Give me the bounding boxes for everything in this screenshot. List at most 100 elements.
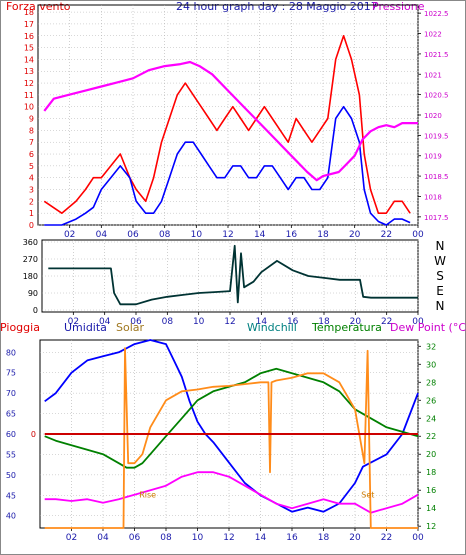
y-left-tick-label: 5 xyxy=(29,162,34,171)
x-tick-label: 10 xyxy=(193,317,205,327)
y-right-tick-label: 1021.5 xyxy=(424,51,449,59)
y-left-tick-label: 50 xyxy=(6,471,16,480)
x-tick-label: 16 xyxy=(287,317,299,327)
solar-label: Solar xyxy=(116,321,145,334)
y-left-tick-label: 4 xyxy=(29,174,34,183)
y-right-tick-label: 24 xyxy=(426,414,436,423)
dewpoint-label: Dew Point (°C) xyxy=(390,321,466,334)
y-left-tick-label: 0 xyxy=(29,221,34,230)
y-left-tick-label: 13 xyxy=(24,67,34,76)
y-right-tick-label: 20 xyxy=(426,450,436,459)
series-line xyxy=(44,105,411,226)
y-right-tick-label: 1021 xyxy=(424,71,442,79)
rain-label: Pioggia xyxy=(0,321,40,334)
y-right-tick-label: 1017.5 xyxy=(424,214,449,222)
y-right-tick-label: 1020 xyxy=(424,112,442,120)
x-tick-label: 12 xyxy=(223,533,234,543)
y-tick-label: 90 xyxy=(28,289,38,298)
pressure-label: Pressione xyxy=(372,0,425,13)
y-left-tick-label: 80 xyxy=(6,348,16,357)
series-line xyxy=(44,367,419,469)
compass-label: S xyxy=(436,269,444,283)
x-tick-label: 18 xyxy=(318,317,330,327)
y-right-tick-label: 28 xyxy=(426,378,436,387)
chart-title: 24 hour graph day : 28 Maggio 2017 xyxy=(176,0,378,13)
x-tick-label: 08 xyxy=(159,230,171,240)
series-line xyxy=(48,244,418,306)
x-tick-label: 04 xyxy=(99,317,111,327)
x-tick-label: 16 xyxy=(286,533,298,543)
y-left-tick-label: 16 xyxy=(24,32,34,41)
x-tick-label: 18 xyxy=(317,230,329,240)
y-left-tick-label: 3 xyxy=(29,186,34,195)
compass-label: N xyxy=(436,239,445,253)
x-tick-label: 02 xyxy=(66,533,77,543)
y-left-tick-label: 10 xyxy=(24,103,34,112)
x-tick-label: 20 xyxy=(350,317,362,327)
x-tick-label: 00 xyxy=(412,533,424,543)
x-tick-label: 00 xyxy=(412,230,424,240)
y-left-tick-label: 15 xyxy=(24,44,34,53)
x-tick-label: 10 xyxy=(191,230,203,240)
x-tick-label: 04 xyxy=(96,230,108,240)
x-tick-label: 14 xyxy=(254,230,266,240)
sunrise-annotation: Rise xyxy=(139,490,156,499)
windchill-label: Windchill xyxy=(247,321,297,334)
y-left-tick-label: 65 xyxy=(6,410,16,419)
x-tick-label: 20 xyxy=(349,230,361,240)
y-right-tick-label: 1022.5 xyxy=(424,10,449,18)
y-left-tick-label: 7 xyxy=(29,138,34,147)
y-right-tick-label: 1019 xyxy=(424,153,442,161)
y-left-tick-label: 45 xyxy=(6,491,16,500)
y-left-tick-label: 6 xyxy=(29,150,34,159)
y-left-tick-label: 60 xyxy=(6,430,16,439)
y-right-tick-label: 32 xyxy=(426,342,436,351)
y-left-tick-label: 8 xyxy=(29,126,34,135)
y-tick-label: 180 xyxy=(23,272,38,281)
y-left-tick-label: 75 xyxy=(6,369,16,378)
x-tick-label: 22 xyxy=(381,317,392,327)
y-left-tick-label: 14 xyxy=(24,55,34,64)
x-tick-label: 14 xyxy=(256,317,268,327)
y-left-tick-label: 11 xyxy=(24,91,34,100)
y-right-tick-label: 14 xyxy=(426,504,436,513)
y-left-tick-label: 2 xyxy=(29,197,34,206)
compass-label: E xyxy=(436,284,444,298)
x-tick-label: 06 xyxy=(129,533,141,543)
x-tick-label: 02 xyxy=(64,230,75,240)
x-tick-label: 10 xyxy=(192,533,204,543)
x-tick-label: 02 xyxy=(68,317,79,327)
x-tick-label: 16 xyxy=(286,230,298,240)
y-right-tick-label: 12 xyxy=(426,522,436,531)
compass-label: W xyxy=(434,254,446,268)
series-line xyxy=(44,339,419,513)
y-right-tick-label: 26 xyxy=(426,396,436,405)
wind-pressure-panel: 01234567891011121314151617181017.5101810… xyxy=(24,5,449,240)
series-line xyxy=(44,471,419,514)
x-tick-label: 22 xyxy=(381,533,392,543)
y-left-tick-label: 70 xyxy=(6,389,16,398)
y-tick-label: 360 xyxy=(23,238,38,247)
y-right-tick-label: 1018 xyxy=(424,193,442,201)
x-tick-label: 08 xyxy=(160,533,172,543)
x-tick-label: 06 xyxy=(130,317,142,327)
humidity-label: Umidita xyxy=(64,321,107,334)
y-right-tick-label: 1019.5 xyxy=(424,132,449,140)
rain-zero-label: 0 xyxy=(31,430,36,439)
x-tick-label: 14 xyxy=(255,533,267,543)
series-line xyxy=(44,347,418,529)
y-left-tick-label: 40 xyxy=(6,512,16,521)
y-right-tick-label: 18 xyxy=(426,468,436,477)
temperature-humidity-panel: 40 45 50 55 60 65 70 75 80 12 14 16 18 20 22 24 26 28 30 32… xyxy=(6,339,436,543)
y-right-tick-label: 1020.5 xyxy=(424,92,449,100)
x-tick-label: 18 xyxy=(318,533,330,543)
x-tick-label: 04 xyxy=(97,533,109,543)
y-right-tick-label: 30 xyxy=(426,360,436,369)
y-right-tick-label: 16 xyxy=(426,486,436,495)
y-right-tick-label: 1018.5 xyxy=(424,173,449,181)
y-left-tick-label: 9 xyxy=(29,115,34,124)
series-line xyxy=(43,60,418,182)
